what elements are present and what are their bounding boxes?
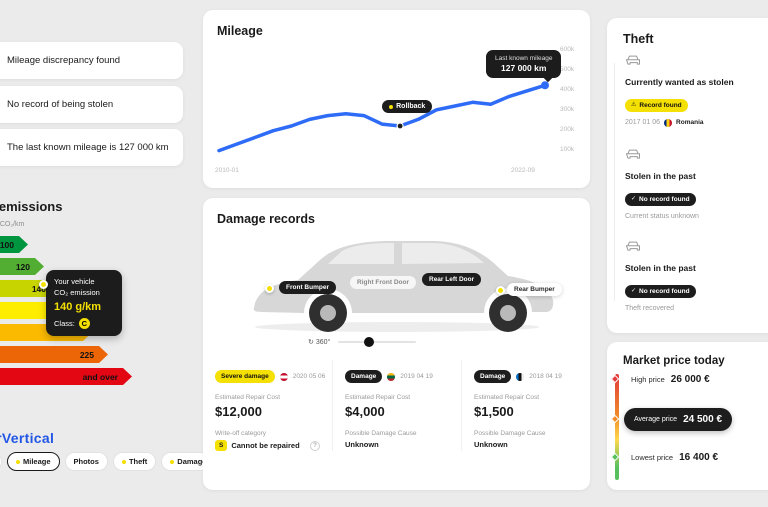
damage-title: Damage records bbox=[217, 212, 315, 226]
alert-card-not-stolen: No record of being stolen bbox=[0, 86, 183, 123]
emission-bar: and over bbox=[0, 368, 132, 385]
rotate-slider-knob[interactable] bbox=[364, 337, 375, 347]
emission-marker-dot-icon bbox=[39, 280, 48, 289]
damage-entry: Damage 2018 04 19 Estimated Repair Cost … bbox=[461, 360, 590, 451]
rollback-dot-icon bbox=[389, 104, 394, 109]
alert-card-mileage-discrepancy: Mileage discrepancy found bbox=[0, 42, 183, 79]
emissions-unit: g CO₂/km bbox=[0, 221, 25, 228]
rotate-slider[interactable] bbox=[338, 337, 417, 347]
severity-badge: Damage bbox=[474, 370, 512, 383]
damage-records-card: Damage records Front Bumper Right Front … bbox=[203, 198, 590, 490]
car-icon bbox=[625, 149, 641, 159]
notification-dot-icon bbox=[16, 459, 20, 464]
repair-cost: $4,000 bbox=[345, 404, 385, 419]
emission-tooltip: Your vehicle CO₂ emission 140 g/km Class… bbox=[46, 270, 122, 337]
last-mileage-point-icon bbox=[541, 81, 549, 90]
theft-entry: Stolen in the past ✓ No record found The… bbox=[625, 240, 768, 312]
country-flag-icon bbox=[664, 118, 673, 127]
car-icon bbox=[625, 241, 641, 251]
country-flag-icon bbox=[516, 372, 525, 381]
emission-bar: 120 bbox=[0, 258, 44, 275]
carvertical-logo[interactable]: carVertical bbox=[0, 430, 55, 446]
emission-bar: 100 bbox=[0, 236, 28, 253]
severity-badge: Severe damage bbox=[215, 370, 275, 383]
tab-photos[interactable]: Photos bbox=[64, 452, 108, 471]
no-record-badge: ✓ No record found bbox=[625, 192, 696, 206]
damage-point-rear-icon[interactable] bbox=[496, 286, 505, 295]
severity-badge: Damage bbox=[345, 370, 383, 383]
alert-text: No record of being stolen bbox=[7, 99, 114, 110]
country-flag-icon bbox=[279, 372, 288, 381]
emission-bar: 225 bbox=[0, 346, 108, 363]
theft-entry: Currently wanted as stolen ⚠ Record foun… bbox=[625, 54, 768, 127]
theft-card: Theft Currently wanted as stolen ⚠ Recor… bbox=[607, 18, 768, 333]
car-label-front-bumper[interactable]: Front Bumper bbox=[279, 281, 336, 294]
rollback-point-icon bbox=[396, 122, 404, 130]
x-axis-end-label: 2022-09 bbox=[511, 167, 535, 174]
last-mileage-tooltip: Last known mileage 127 000 km bbox=[486, 50, 562, 78]
x-axis-start-label: 2010-01 bbox=[215, 167, 239, 174]
low-price-row: Lowest price 16 400 € bbox=[631, 452, 719, 463]
tab-clipped[interactable] bbox=[0, 452, 2, 471]
rollback-badge[interactable]: Rollback bbox=[382, 100, 433, 113]
emission-class-badge: C bbox=[78, 318, 90, 330]
market-title: Market price today bbox=[623, 355, 725, 367]
notification-dot-icon bbox=[170, 459, 175, 464]
mileage-chart bbox=[217, 81, 549, 153]
car-icon bbox=[625, 55, 641, 65]
emissions-scale: 100 120 140 165 185 225 and over bbox=[0, 236, 132, 390]
timeline-line bbox=[614, 63, 615, 301]
car-label-right-front-door[interactable]: Right Front Door bbox=[350, 276, 416, 289]
alert-text: Mileage discrepancy found bbox=[7, 55, 121, 66]
tab-theft[interactable]: Theft bbox=[112, 452, 157, 471]
notification-dot-icon bbox=[121, 459, 126, 464]
damage-entry: Severe damage 2020 05 06 Estimated Repai… bbox=[203, 360, 332, 451]
mileage-card: Mileage 600k 500k 400k 300k 200k 100k 20… bbox=[203, 10, 590, 188]
theft-title: Theft bbox=[623, 32, 654, 46]
mileage-title: Mileage bbox=[217, 24, 263, 38]
theft-entry: Stolen in the past ✓ No record found Cur… bbox=[625, 148, 768, 220]
rotate-control: ↻ 360° bbox=[308, 337, 417, 347]
emissions-title: CO₂ emissions bbox=[0, 199, 63, 214]
damage-entries: Severe damage 2020 05 06 Estimated Repai… bbox=[203, 360, 590, 451]
rotate-icon: ↻ bbox=[308, 339, 314, 346]
repair-cost: $12,000 bbox=[215, 404, 262, 419]
high-price-row: High price 26 000 € bbox=[631, 374, 710, 385]
car-label-rear-bumper[interactable]: Rear Bumper bbox=[507, 283, 562, 296]
record-found-badge: ⚠ Record found bbox=[625, 98, 688, 112]
repair-cost: $1,500 bbox=[474, 404, 514, 419]
damage-date: 2018 04 19 bbox=[529, 373, 562, 380]
check-icon: ✓ bbox=[631, 288, 637, 294]
mileage-y-axis: 600k 500k 400k 300k 200k 100k bbox=[560, 46, 575, 153]
car-illustration bbox=[253, 241, 554, 332]
info-question-icon[interactable]: ? bbox=[310, 440, 320, 451]
market-price-card: Market price today High price 26 000 € A… bbox=[607, 342, 768, 490]
damage-date: 2019 04 19 bbox=[400, 373, 433, 380]
price-gradient-bar bbox=[615, 374, 619, 480]
no-record-badge: ✓ No record found bbox=[625, 284, 696, 298]
warning-icon: ⚠ bbox=[631, 102, 637, 108]
alert-text: The last known mileage is 127 000 km bbox=[7, 142, 169, 153]
alert-card-last-mileage: The last known mileage is 127 000 km bbox=[0, 129, 183, 166]
country-flag-icon bbox=[387, 372, 396, 381]
tab-mileage[interactable]: Mileage bbox=[7, 452, 60, 471]
damage-point-front-icon[interactable] bbox=[265, 284, 274, 293]
damage-entry: Damage 2019 04 19 Estimated Repair Cost … bbox=[332, 360, 461, 451]
mileage-line bbox=[217, 83, 547, 153]
check-icon: ✓ bbox=[631, 196, 637, 202]
writeoff-code-badge: S bbox=[215, 440, 228, 451]
car-label-rear-left-door[interactable]: Rear Left Door bbox=[422, 273, 482, 286]
damage-date: 2020 05 06 bbox=[292, 373, 326, 380]
average-price-pill: Average price 24 500 € bbox=[624, 408, 733, 431]
emission-value: 140 g/km bbox=[54, 301, 102, 313]
